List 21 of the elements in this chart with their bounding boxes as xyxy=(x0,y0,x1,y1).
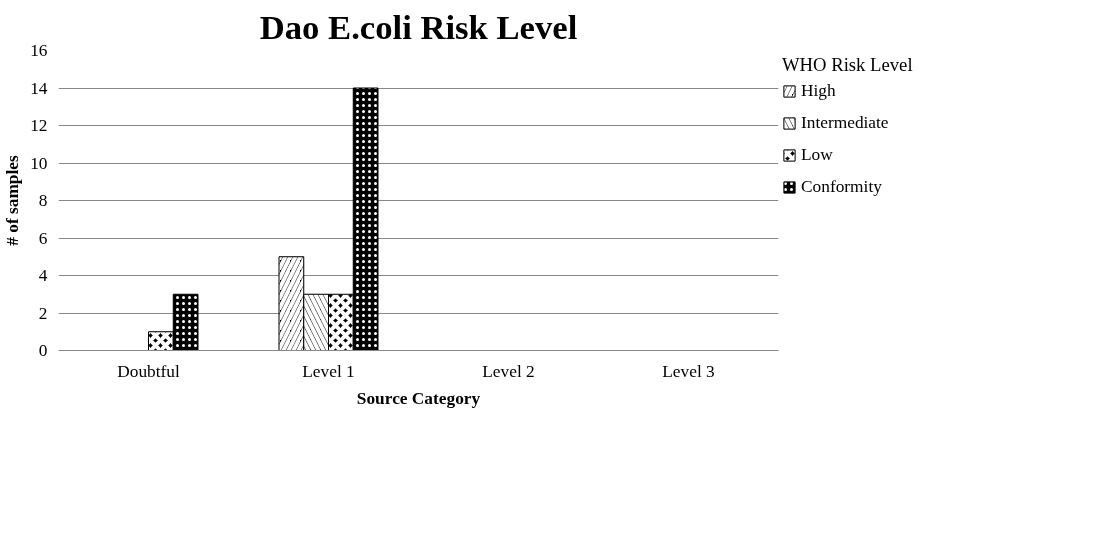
y-tick-label: 14 xyxy=(30,78,48,98)
y-tick-label: 12 xyxy=(30,116,48,135)
y-axis-title: # of samples xyxy=(3,155,23,246)
y-tick-label: 4 xyxy=(38,266,48,285)
y-tick-label: 8 xyxy=(38,191,48,210)
y-tick-label: 6 xyxy=(38,228,48,248)
legend-label: Intermediate xyxy=(801,113,889,133)
legend-label: High xyxy=(801,81,836,101)
legend-title: WHO Risk Level xyxy=(782,54,913,76)
y-tick-label: 16 xyxy=(30,41,48,60)
x-axis-title: Source Category xyxy=(356,388,481,408)
y-tick-label: 2 xyxy=(38,303,48,323)
x-tick-label: Level 3 xyxy=(662,361,715,381)
y-tick-label: 10 xyxy=(30,153,48,173)
x-tick-label: Level 2 xyxy=(482,361,535,381)
x-tick-label: Level 1 xyxy=(302,361,355,381)
x-tick-label: Doubtful xyxy=(117,361,180,381)
legend-label: Conformity xyxy=(801,177,882,197)
chart-title: Dao E.coli Risk Level xyxy=(259,7,578,46)
y-tick-label: 0 xyxy=(38,341,48,360)
legend-label: Low xyxy=(801,145,833,165)
